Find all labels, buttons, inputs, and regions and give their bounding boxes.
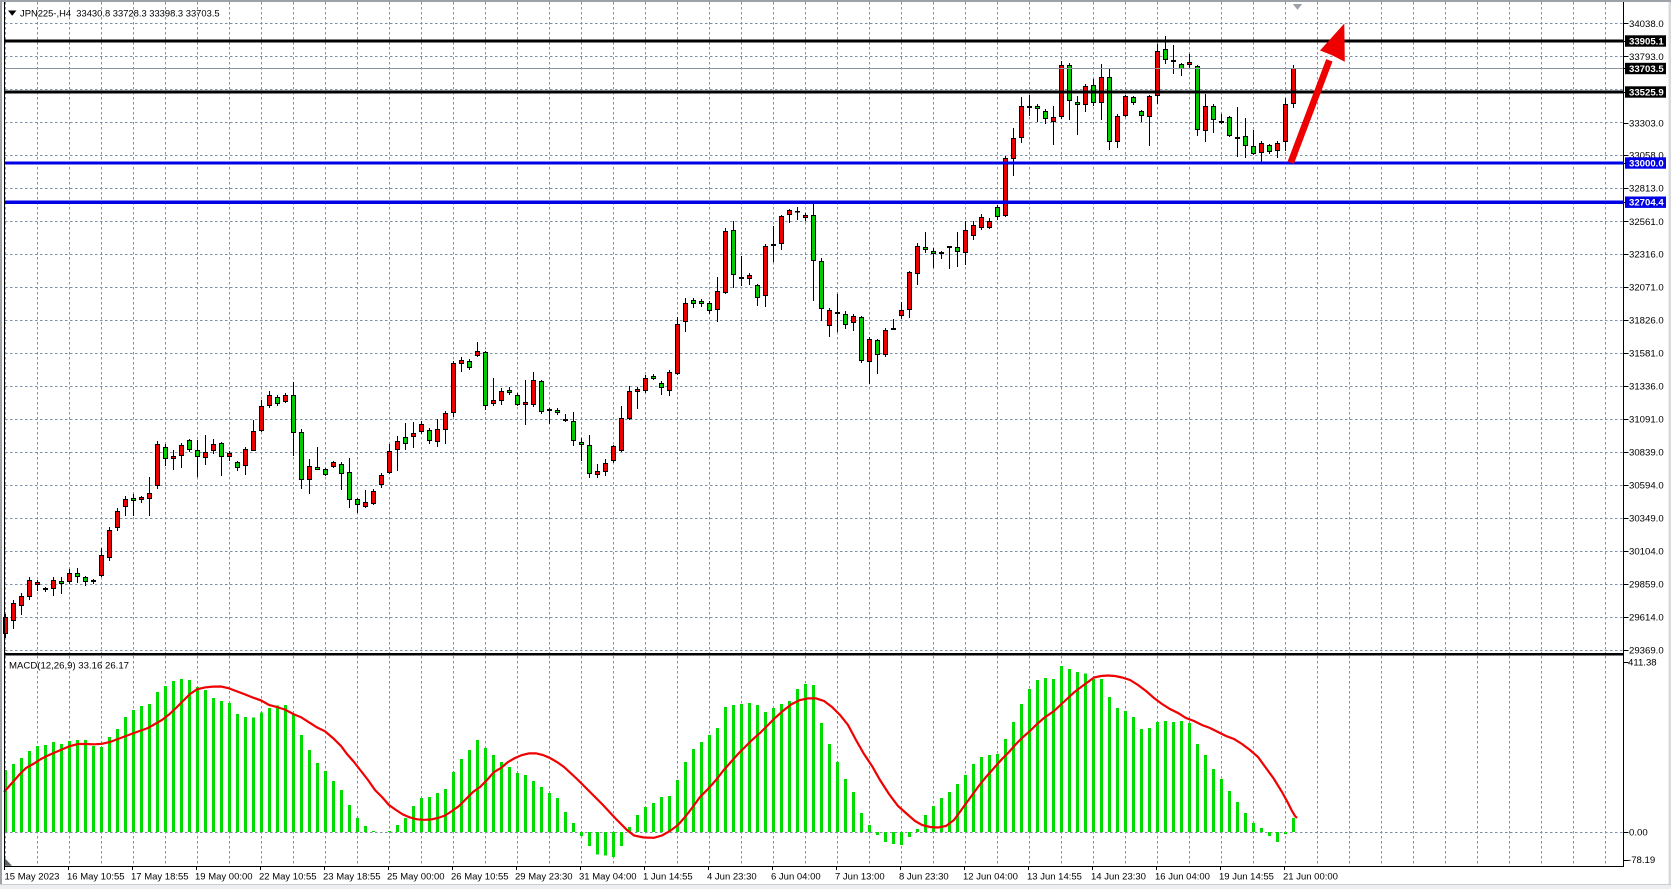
svg-text:1 Jun 14:55: 1 Jun 14:55 [643,872,693,883]
svg-text:21 Jun 00:00: 21 Jun 00:00 [1283,872,1338,883]
svg-text:14 Jun 23:30: 14 Jun 23:30 [1091,872,1146,883]
svg-text:29 May 23:30: 29 May 23:30 [515,872,573,883]
svg-text:33058.0: 33058.0 [1629,151,1664,162]
svg-text:29859.0: 29859.0 [1629,580,1664,591]
svg-text:30594.0: 30594.0 [1629,481,1664,492]
svg-text:32813.0: 32813.0 [1629,184,1664,195]
svg-text:30839.0: 30839.0 [1629,448,1664,459]
svg-text:19 May 00:00: 19 May 00:00 [195,872,253,883]
svg-text:8 Jun 23:30: 8 Jun 23:30 [899,872,949,883]
svg-text:31826.0: 31826.0 [1629,316,1664,327]
svg-text:-78.19: -78.19 [1628,855,1655,866]
svg-text:33905.1: 33905.1 [1629,36,1664,47]
svg-text:22 May 10:55: 22 May 10:55 [259,872,317,883]
svg-text:31091.0: 31091.0 [1629,415,1664,426]
svg-text:31581.0: 31581.0 [1629,349,1664,360]
svg-text:33303.0: 33303.0 [1629,119,1664,130]
svg-text:32071.0: 32071.0 [1629,283,1664,294]
svg-text:32704.4: 32704.4 [1629,198,1664,209]
svg-text:411.38: 411.38 [1628,657,1657,668]
svg-text:6 Jun 04:00: 6 Jun 04:00 [771,872,821,883]
svg-text:32561.0: 32561.0 [1629,217,1664,228]
svg-text:15 May 2023: 15 May 2023 [5,872,60,883]
svg-text:33525.9: 33525.9 [1629,87,1664,98]
svg-text:MACD(12,26,9) 33.16 26.17: MACD(12,26,9) 33.16 26.17 [9,661,129,672]
svg-text:33703.5: 33703.5 [1629,64,1664,75]
svg-text:0.00: 0.00 [1629,828,1648,839]
svg-text:32316.0: 32316.0 [1629,250,1664,261]
svg-text:13 Jun 14:55: 13 Jun 14:55 [1027,872,1082,883]
svg-text:12 Jun 04:00: 12 Jun 04:00 [963,872,1018,883]
svg-text:JPN225-,H4 33430.8 33728.3 33: JPN225-,H4 33430.8 33728.3 33398.3 33703… [20,8,220,19]
svg-text:33000.0: 33000.0 [1629,158,1664,169]
svg-text:31336.0: 31336.0 [1629,382,1664,393]
svg-text:34038.0: 34038.0 [1629,19,1664,30]
svg-text:4 Jun 23:30: 4 Jun 23:30 [707,872,757,883]
svg-text:29369.0: 29369.0 [1629,645,1664,656]
svg-text:19 Jun 14:55: 19 Jun 14:55 [1219,872,1274,883]
svg-text:16 Jun 04:00: 16 Jun 04:00 [1155,872,1210,883]
svg-text:25 May 00:00: 25 May 00:00 [387,872,445,883]
svg-text:29614.0: 29614.0 [1629,613,1664,624]
svg-text:30349.0: 30349.0 [1629,514,1664,525]
svg-text:23 May 18:55: 23 May 18:55 [323,872,381,883]
svg-text:16 May 10:55: 16 May 10:55 [67,872,125,883]
svg-text:33793.0: 33793.0 [1629,52,1664,63]
svg-text:30104.0: 30104.0 [1629,547,1664,558]
svg-text:7 Jun 13:00: 7 Jun 13:00 [835,872,885,883]
svg-text:26 May 10:55: 26 May 10:55 [451,872,509,883]
svg-text:17 May 18:55: 17 May 18:55 [131,872,189,883]
svg-text:31 May 04:00: 31 May 04:00 [579,872,637,883]
